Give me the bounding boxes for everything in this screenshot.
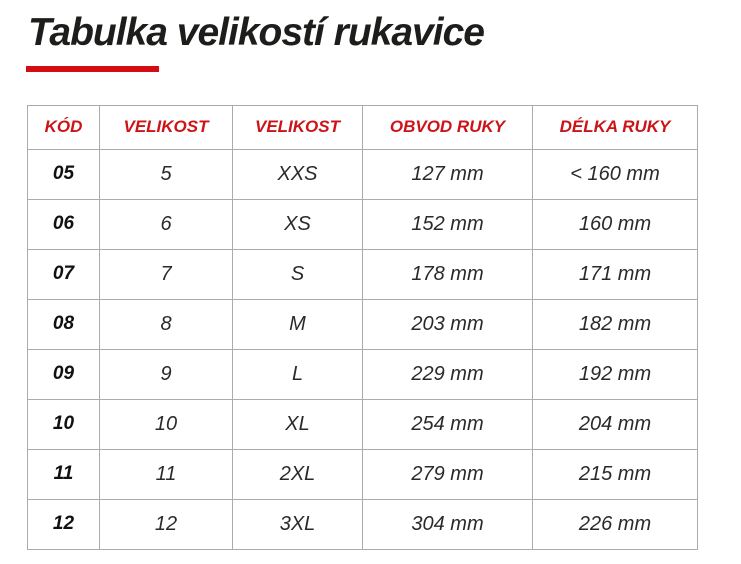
header-cell-delka-ruky: DÉLKA RUKY bbox=[532, 104, 698, 150]
cell-code: 05 bbox=[27, 148, 100, 200]
table-row: 10 10 XL 254 mm 204 mm bbox=[27, 398, 698, 450]
cell-hand-length: 226 mm bbox=[532, 498, 698, 550]
header-cell-kod: KÓD bbox=[27, 104, 100, 150]
table-row: 07 7 S 178 mm 171 mm bbox=[27, 248, 698, 300]
cell-hand-circumference: 178 mm bbox=[362, 248, 533, 300]
cell-hand-circumference: 229 mm bbox=[362, 348, 533, 400]
glove-size-table: KÓD VELIKOST VELIKOST OBVOD RUKY DÉLKA R… bbox=[27, 104, 698, 550]
cell-hand-length: 171 mm bbox=[532, 248, 698, 300]
cell-size-letter: 2XL bbox=[232, 448, 363, 500]
cell-size-letter: XS bbox=[232, 198, 363, 250]
cell-size-num: 5 bbox=[99, 148, 233, 200]
page-title: Tabulka velikostí rukavice bbox=[28, 11, 485, 54]
cell-size-num: 8 bbox=[99, 298, 233, 350]
cell-size-letter: S bbox=[232, 248, 363, 300]
cell-hand-circumference: 304 mm bbox=[362, 498, 533, 550]
cell-size-letter: M bbox=[232, 298, 363, 350]
cell-size-letter: XXS bbox=[232, 148, 363, 200]
cell-code: 08 bbox=[27, 298, 100, 350]
cell-hand-length: 160 mm bbox=[532, 198, 698, 250]
table-row: 06 6 XS 152 mm 160 mm bbox=[27, 198, 698, 250]
cell-hand-length: < 160 mm bbox=[532, 148, 698, 200]
cell-size-num: 12 bbox=[99, 498, 233, 550]
table-row: 08 8 M 203 mm 182 mm bbox=[27, 298, 698, 350]
cell-hand-circumference: 152 mm bbox=[362, 198, 533, 250]
table-row: 09 9 L 229 mm 192 mm bbox=[27, 348, 698, 400]
cell-code: 10 bbox=[27, 398, 100, 450]
table-row: 05 5 XXS 127 mm < 160 mm bbox=[27, 148, 698, 200]
cell-size-num: 11 bbox=[99, 448, 233, 500]
cell-hand-length: 182 mm bbox=[532, 298, 698, 350]
cell-code: 09 bbox=[27, 348, 100, 400]
cell-code: 07 bbox=[27, 248, 100, 300]
size-guide-page: Tabulka velikostí rukavice KÓD VELIKOST … bbox=[0, 11, 741, 564]
cell-hand-length: 192 mm bbox=[532, 348, 698, 400]
cell-size-num: 7 bbox=[99, 248, 233, 300]
cell-hand-length: 215 mm bbox=[532, 448, 698, 500]
header-cell-velikost-letter: VELIKOST bbox=[232, 104, 363, 150]
header-cell-velikost-num: VELIKOST bbox=[99, 104, 233, 150]
cell-hand-circumference: 254 mm bbox=[362, 398, 533, 450]
cell-size-letter: L bbox=[232, 348, 363, 400]
cell-code: 06 bbox=[27, 198, 100, 250]
cell-size-num: 9 bbox=[99, 348, 233, 400]
table-header-row: KÓD VELIKOST VELIKOST OBVOD RUKY DÉLKA R… bbox=[27, 104, 698, 150]
title-underline bbox=[26, 65, 159, 72]
cell-hand-circumference: 127 mm bbox=[362, 148, 533, 200]
cell-code: 11 bbox=[27, 448, 100, 500]
cell-size-letter: 3XL bbox=[232, 498, 363, 550]
table-row: 12 12 3XL 304 mm 226 mm bbox=[27, 498, 698, 550]
header-cell-obvod-ruky: OBVOD RUKY bbox=[362, 104, 533, 150]
cell-code: 12 bbox=[27, 498, 100, 550]
cell-hand-circumference: 279 mm bbox=[362, 448, 533, 500]
cell-hand-length: 204 mm bbox=[532, 398, 698, 450]
cell-hand-circumference: 203 mm bbox=[362, 298, 533, 350]
cell-size-letter: XL bbox=[232, 398, 363, 450]
table-row: 11 11 2XL 279 mm 215 mm bbox=[27, 448, 698, 500]
cell-size-num: 10 bbox=[99, 398, 233, 450]
cell-size-num: 6 bbox=[99, 198, 233, 250]
